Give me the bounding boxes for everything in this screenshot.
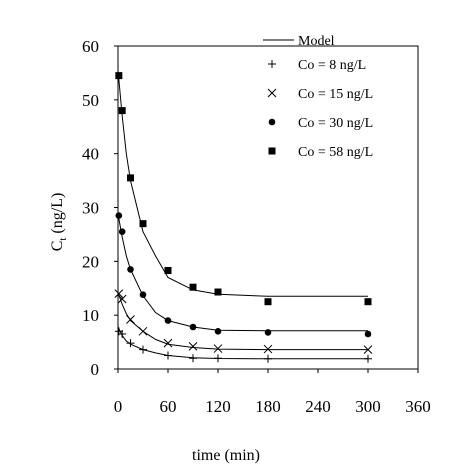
x-tick-label: 120 xyxy=(205,397,231,416)
y-axis-label: Ct (ng/L) xyxy=(49,193,69,252)
legend-label: Co = 15 ng/L xyxy=(298,87,373,102)
data-point-x xyxy=(163,338,173,348)
y-axis-label-unit: (ng/L) xyxy=(49,193,66,238)
data-point-plus xyxy=(214,354,222,363)
legend-marker-plus xyxy=(268,60,276,68)
axis-ticks: 0 60 120 180 240 300 360 0 10 20 30 40 50 60 xyxy=(82,37,431,416)
data-point-circle xyxy=(127,266,134,273)
y-tick-label: 50 xyxy=(82,91,99,110)
legend-label: Co = 8 ng/L xyxy=(298,58,366,73)
data-point-circle xyxy=(139,291,147,299)
data-point-circle xyxy=(214,328,222,335)
data-point-square xyxy=(127,174,134,182)
data-point-x xyxy=(263,344,273,354)
data-point-plus xyxy=(264,354,272,363)
data-point-circle xyxy=(118,228,126,236)
data-point-plus xyxy=(139,345,147,354)
legend: Model Co = 8 ng/L Co = 15 ng/L Co = 30 ng/… xyxy=(263,34,373,160)
data-point-circle xyxy=(115,212,123,219)
data-point-x xyxy=(114,289,124,298)
data-point-circle xyxy=(189,323,197,331)
x-axis-label: time (min) xyxy=(192,447,260,464)
x-tick-label: 300 xyxy=(355,397,381,416)
x-tick-label: 360 xyxy=(405,397,431,416)
data-point-plus xyxy=(164,351,172,360)
data-point-square xyxy=(139,220,147,228)
x-tick-label: 180 xyxy=(255,397,281,416)
data-point-square xyxy=(118,107,126,115)
legend-marker-circle xyxy=(268,118,276,126)
data-point-square xyxy=(264,298,272,306)
y-axis-label-main: C xyxy=(49,241,66,252)
legend-marker-square xyxy=(268,147,276,155)
data-point-x xyxy=(188,342,198,351)
model-curve-3 xyxy=(117,213,368,332)
data-point-square xyxy=(164,266,172,274)
legend-label: Co = 30 ng/L xyxy=(298,116,373,131)
y-axis-label-sub: t xyxy=(57,238,69,241)
x-tick-label: 240 xyxy=(305,397,331,416)
data-point-plus xyxy=(126,339,135,348)
data-point-square xyxy=(115,72,123,80)
y-tick-label: 40 xyxy=(82,145,99,164)
data-point-x xyxy=(138,326,148,336)
y-tick-label: 0 xyxy=(91,360,100,379)
data-point-plus xyxy=(364,354,372,363)
y-tick-label: 60 xyxy=(82,37,99,56)
y-tick-label: 20 xyxy=(82,252,99,271)
data-point-square xyxy=(189,283,197,291)
legend-series-entries: Co = 8 ng/L Co = 15 ng/L Co = 30 ng/L Co = … xyxy=(267,58,373,160)
data-point-circle xyxy=(164,317,172,324)
data-point-square xyxy=(214,288,222,296)
data-point-x xyxy=(363,345,373,354)
legend-marker-x xyxy=(267,88,277,98)
legend-label: Co = 58 ng/L xyxy=(298,145,373,160)
data-point-x xyxy=(213,344,223,353)
data-point-circle xyxy=(364,330,372,338)
data-point-plus xyxy=(189,354,197,363)
x-tick-label: 0 xyxy=(114,397,123,416)
model-curves xyxy=(117,70,368,360)
model-curve-2 xyxy=(117,292,368,351)
data-markers xyxy=(114,72,373,363)
data-point-square xyxy=(364,298,372,306)
model-curve-4 xyxy=(117,70,368,297)
model-curve-1 xyxy=(117,326,368,360)
y-tick-label: 10 xyxy=(82,306,99,325)
data-point-x xyxy=(117,294,127,304)
y-tick-label: 30 xyxy=(82,199,99,218)
data-point-plus xyxy=(118,330,127,339)
data-point-x xyxy=(126,315,135,324)
x-tick-label: 60 xyxy=(160,397,177,416)
legend-model-label: Model xyxy=(298,34,335,49)
data-point-circle xyxy=(264,329,272,336)
